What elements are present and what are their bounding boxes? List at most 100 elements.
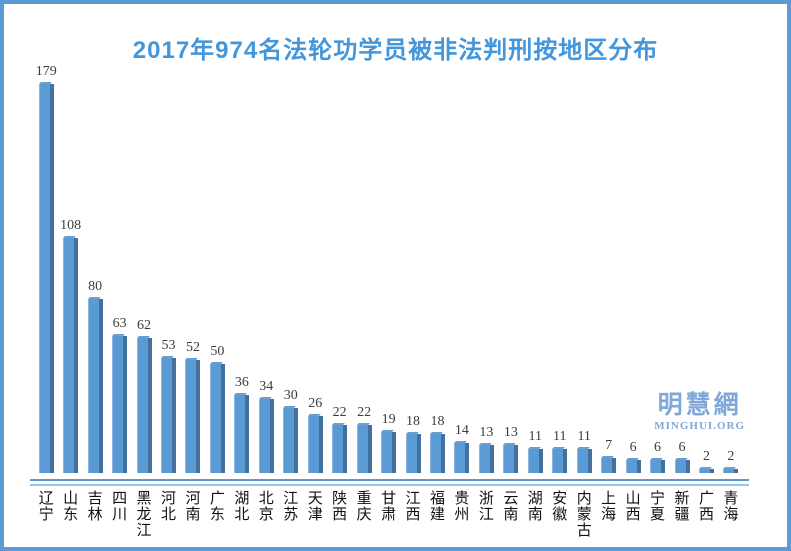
- bar: [381, 432, 397, 473]
- bar-value-label: 11: [577, 429, 591, 444]
- bar-value-label: 22: [332, 405, 347, 420]
- bar-category-label: 安徽: [552, 491, 568, 523]
- bar: [38, 84, 54, 473]
- minghui-watermark: 明慧網 MINGHUI.ORG: [654, 392, 745, 432]
- bar-value-label: 7: [605, 438, 613, 453]
- bar: [112, 336, 128, 473]
- bar-category-label: 青海: [723, 491, 739, 523]
- bar: [283, 408, 299, 473]
- bar-column: 11: [548, 430, 572, 473]
- bar-column: 18: [425, 415, 449, 473]
- chart-title: 2017年974名法轮功学员被非法判刑按地区分布: [132, 37, 659, 64]
- bar: [650, 460, 666, 473]
- bar-category-label: 陕西: [332, 491, 348, 523]
- bar-column: 6: [621, 441, 645, 473]
- bar-value-label: 30: [283, 388, 298, 403]
- bar-column: 53: [156, 339, 180, 473]
- bar-column: 108: [58, 219, 82, 473]
- bar: [674, 460, 690, 473]
- bar-category-label: 湖南: [527, 491, 543, 523]
- bar-category-label: 贵州: [454, 491, 470, 523]
- bar-category-label: 新疆: [674, 491, 690, 523]
- bar-category-label: 上海: [601, 491, 617, 523]
- bar: [723, 469, 739, 473]
- bar-value-label: 179: [35, 64, 57, 79]
- bar: [87, 299, 103, 473]
- bar-value-label: 13: [503, 425, 518, 440]
- bar-value-label: 11: [528, 429, 543, 444]
- bar: [552, 449, 568, 473]
- bar-value-label: 19: [381, 412, 396, 427]
- bar-column: 14: [450, 424, 474, 473]
- bar-category-label: 云南: [503, 491, 519, 523]
- bar-column: 18: [401, 415, 425, 473]
- bar-column: 179: [34, 65, 58, 473]
- bar-column: 62: [132, 319, 156, 473]
- watermark-latin-text: MINGHUI.ORG: [654, 419, 745, 432]
- bar-category-label: 辽宁: [38, 491, 54, 523]
- bar: [209, 364, 225, 473]
- bar: [356, 425, 372, 473]
- bar-value-label: 63: [112, 316, 127, 331]
- bar-value-label: 14: [454, 423, 469, 438]
- bar-value-label: 26: [308, 396, 323, 411]
- bar: [698, 469, 714, 473]
- bar-category-label: 山东: [63, 491, 79, 523]
- bar-value-label: 50: [210, 344, 225, 359]
- x-axis-line: [30, 479, 749, 481]
- bar-category-label: 广东: [209, 491, 225, 523]
- bar: [234, 395, 250, 473]
- bar: [160, 358, 176, 473]
- bar-value-label: 34: [259, 379, 274, 394]
- bar: [405, 434, 421, 473]
- bar: [576, 449, 592, 473]
- bar-column: 13: [499, 426, 523, 473]
- bar-column: 34: [254, 380, 278, 473]
- bar: [258, 399, 274, 473]
- bar-value-label: 53: [161, 338, 176, 353]
- bar-category-label: 河北: [160, 491, 176, 523]
- bar-category-label: 江西: [405, 491, 421, 523]
- bar: [503, 445, 519, 473]
- bar-column: 26: [303, 397, 327, 473]
- bar: [429, 434, 445, 473]
- bar: [454, 443, 470, 473]
- bar: [63, 238, 79, 473]
- bar: [527, 449, 543, 473]
- bar-value-label: 11: [553, 429, 567, 444]
- bar-column: 22: [327, 406, 351, 473]
- bar-column: 30: [279, 389, 303, 473]
- bar-column: 22: [352, 406, 376, 473]
- bar-value-label: 6: [629, 440, 637, 455]
- plot-area: 179 108 80 63 62 53 52 50 36 34 30 26 22 22 19 18 18 14 13…: [34, 59, 743, 473]
- bar-value-label: 6: [678, 440, 686, 455]
- bar-value-label: 18: [430, 414, 445, 429]
- bar-value-label: 80: [88, 279, 103, 294]
- watermark-cjk-text: 明慧網: [657, 392, 742, 419]
- bar: [136, 338, 152, 473]
- bar: [625, 460, 641, 473]
- x-axis-floor-line: [30, 484, 749, 486]
- bar-value-label: 2: [727, 449, 735, 464]
- bar-category-label: 广西: [698, 491, 714, 523]
- bar-category-label: 山西: [625, 491, 641, 523]
- bar: [478, 445, 494, 473]
- bar-column: 13: [474, 426, 498, 473]
- bar-value-label: 2: [702, 449, 710, 464]
- bar-column: 19: [376, 413, 400, 473]
- bar-column: 11: [572, 430, 596, 473]
- bar-category-label: 浙江: [478, 491, 494, 523]
- bar-category-label: 湖北: [234, 491, 250, 523]
- bar-category-label: 重庆: [356, 491, 372, 523]
- bar-category-label: 河南: [185, 491, 201, 523]
- bar-column: 2: [719, 450, 743, 473]
- bar-value-label: 62: [137, 318, 152, 333]
- bar-value-label: 18: [406, 414, 421, 429]
- bar-category-label: 黑龙江: [136, 491, 152, 539]
- bar-category-label: 北京: [258, 491, 274, 523]
- bar-column: 80: [83, 280, 107, 473]
- bar-column: 6: [670, 441, 694, 473]
- bar-category-label: 福建: [429, 491, 445, 523]
- bar-category-label: 甘肃: [381, 491, 397, 523]
